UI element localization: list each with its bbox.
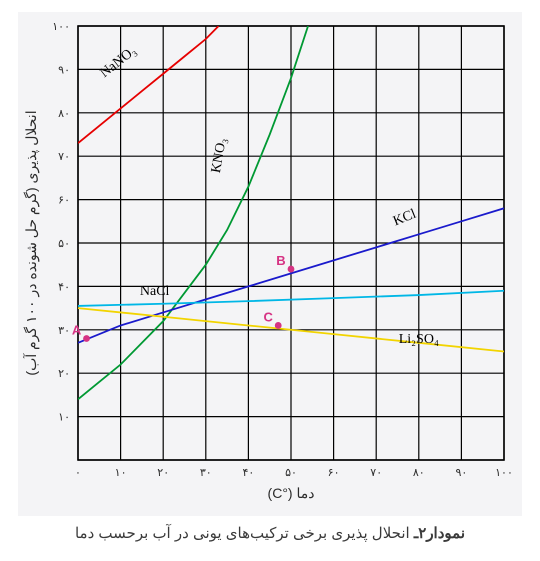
xtick-8: ۸۰ [413, 467, 425, 479]
ytick-2: ۲۰ [58, 368, 70, 380]
xtick-1: ۱۰ [115, 467, 127, 479]
ytick-9: ۹۰ [58, 64, 70, 76]
series-label-Li2SO4: Li₂SO₄ [399, 332, 439, 347]
ytick-5: ۵۰ [58, 238, 70, 250]
marker-label-C: C [264, 309, 274, 324]
xtick-10: ۱۰۰ [495, 467, 513, 479]
caption-text: انحلال پذیری برخی ترکیب‌های یونی در آب ب… [75, 525, 414, 542]
marker-A [83, 335, 90, 342]
xtick-9: ۹۰ [455, 467, 467, 479]
ytick-6: ۶۰ [58, 195, 70, 207]
series-KNO3 [78, 26, 308, 399]
y-axis-label: انحلال پذیری (گرم حل شونده در ۱۰۰ گرم آب… [22, 110, 40, 375]
x-axis-label: دما (°C) [268, 485, 315, 501]
marker-C [275, 322, 282, 329]
figure-caption: نمودار۲ـ انحلال پذیری برخی ترکیب‌های یون… [0, 524, 540, 542]
xtick-0: ۰ [75, 467, 81, 479]
xtick-3: ۳۰ [200, 467, 212, 479]
figure-background: NaNO₃ KNO₃ KCl NaCl Li₂SO₄ A B C ۰ ۱۰ ۲۰ ۳۰ ۴۰ ۵۰ ۶۰ ۷۰… [18, 12, 522, 516]
series-label-KCl: KCl [391, 207, 418, 230]
ytick-8: ۸۰ [58, 108, 70, 120]
ytick-10: ۱۰۰ [52, 21, 70, 33]
ytick-1: ۱۰ [58, 412, 70, 424]
ytick-7: ۷۰ [58, 151, 70, 163]
xtick-5: ۵۰ [285, 467, 297, 479]
series-label-KNO3: KNO₃ [209, 137, 230, 174]
series-label-NaNO3: NaNO₃ [98, 44, 140, 81]
ytick-3: ۳۰ [58, 325, 70, 337]
marker-B [288, 266, 295, 273]
series-NaNO3 [78, 26, 219, 143]
caption-bold: نمودار۲ـ [414, 525, 465, 542]
xtick-2: ۲۰ [157, 467, 169, 479]
series-label-NaCl: NaCl [140, 284, 170, 299]
ytick-4: ۴۰ [58, 281, 70, 293]
xtick-7: ۷۰ [370, 467, 382, 479]
marker-label-A: A [72, 322, 82, 337]
xtick-6: ۶۰ [328, 467, 340, 479]
solubility-chart: NaNO₃ KNO₃ KCl NaCl Li₂SO₄ A B C ۰ ۱۰ ۲۰ ۳۰ ۴۰ ۵۰ ۶۰ ۷۰… [18, 12, 522, 516]
xtick-4: ۴۰ [242, 467, 254, 479]
marker-label-B: B [276, 253, 285, 268]
